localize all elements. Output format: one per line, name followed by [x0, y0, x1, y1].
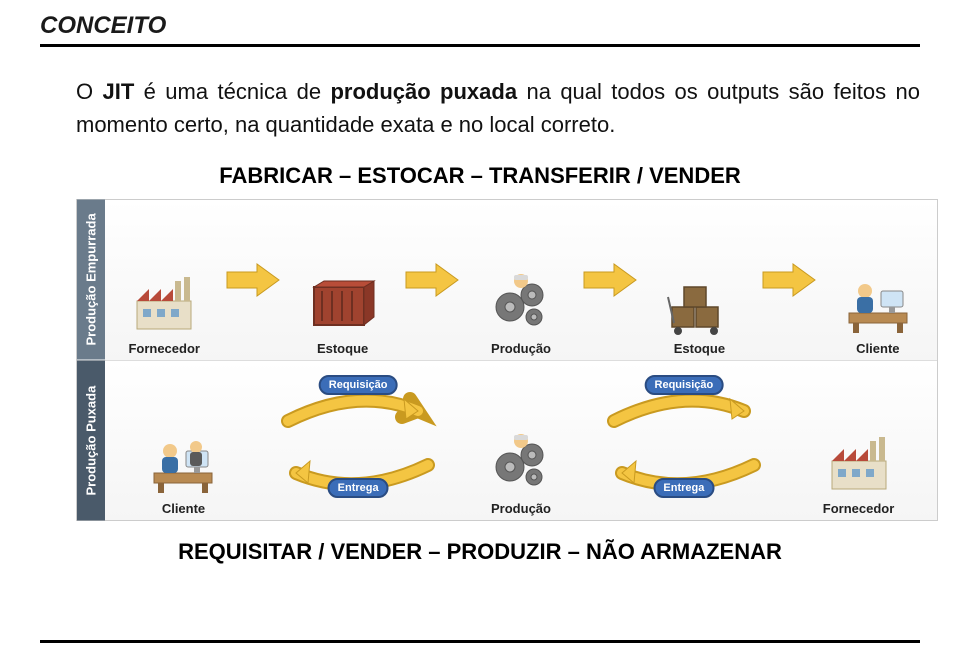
pull-summary-line: REQUISITAR / VENDER – PRODUZIR – NÃO ARM… [40, 539, 920, 565]
boxes-icon [664, 267, 734, 337]
pull-arrows-2: Requisição Entrega [588, 361, 780, 521]
factory-icon [129, 267, 199, 337]
push-cap-cliente: Cliente [856, 341, 899, 356]
push-row: Produção Empurrada [77, 200, 937, 360]
title-rule [40, 44, 920, 47]
push-arrow-4 [759, 200, 819, 360]
gears-icon [486, 267, 556, 337]
gears-icon [486, 427, 556, 497]
pull-cap-producao: Produção [491, 501, 551, 516]
push-arrow-2 [402, 200, 462, 360]
para-bold-pp: produção puxada [330, 79, 517, 104]
push-cap-estoque1: Estoque [317, 341, 368, 356]
push-cell-estoque1: Estoque [283, 200, 401, 360]
push-cell-producao: Produção [462, 200, 580, 360]
push-cell-cliente: Cliente [819, 200, 937, 360]
page-title: CONCEITO [40, 12, 920, 40]
push-row-label: Produção Empurrada [77, 200, 105, 360]
push-cap-fornecedor: Fornecedor [128, 341, 200, 356]
factory-icon [824, 427, 894, 497]
pull-cells: Cliente Requisição Entrega [105, 361, 937, 521]
pull-cell-cliente: Cliente [105, 361, 262, 521]
pill-entrega-2: Entrega [653, 478, 714, 498]
pill-requisicao-1: Requisição [319, 375, 398, 395]
pull-cap-fornecedor: Fornecedor [823, 501, 895, 516]
para-prefix: O [76, 79, 103, 104]
pull-cell-fornecedor: Fornecedor [780, 361, 937, 521]
diagram-wrap: Produção Empurrada [76, 199, 936, 521]
concept-paragraph: O JIT é uma técnica de produção puxada n… [76, 75, 920, 141]
push-cell-estoque2: Estoque [640, 200, 758, 360]
footer-rule [40, 640, 920, 643]
pill-entrega-1: Entrega [328, 478, 389, 498]
desk-icon [148, 427, 218, 497]
pill-requisicao-2: Requisição [645, 375, 724, 395]
desk-icon [843, 267, 913, 337]
push-cells: Fornecedor [105, 200, 937, 360]
push-summary-line: FABRICAR – ESTOCAR – TRANSFERIR / VENDER [40, 163, 920, 189]
pull-cap-cliente: Cliente [162, 501, 205, 516]
push-cap-estoque2: Estoque [674, 341, 725, 356]
push-cap-producao: Produção [491, 341, 551, 356]
pull-row-label: Produção Puxada [77, 361, 105, 521]
container-icon [308, 267, 378, 337]
push-pull-diagram: Produção Empurrada [76, 199, 938, 521]
pull-row: Produção Puxada [77, 360, 937, 521]
push-arrow-3 [580, 200, 640, 360]
pull-arrows-1: Requisição Entrega [262, 361, 454, 521]
pull-cell-producao: Produção [454, 361, 587, 521]
para-bold-jit: JIT [103, 79, 135, 104]
para-mid1: é uma técnica de [134, 79, 330, 104]
push-arrow-1 [223, 200, 283, 360]
push-cell-fornecedor: Fornecedor [105, 200, 223, 360]
